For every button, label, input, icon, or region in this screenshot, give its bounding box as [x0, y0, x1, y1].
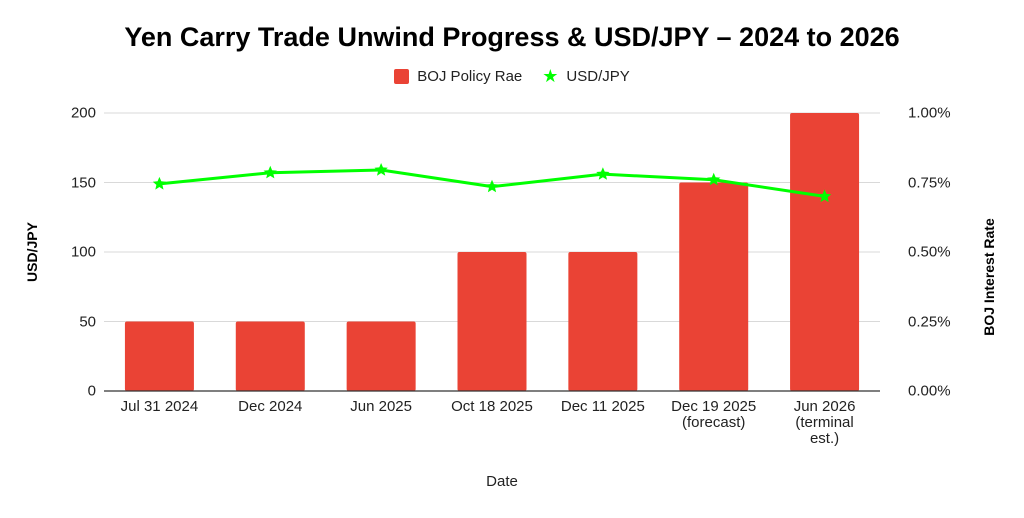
star-marker-icon — [152, 176, 167, 190]
chart-title: Yen Carry Trade Unwind Progress & USD/JP… — [124, 22, 900, 52]
right-tick-label: 0.00% — [908, 382, 951, 400]
left-tick-label: 50 — [79, 313, 96, 330]
bar — [235, 321, 305, 391]
left-axis-title: USD/JPY — [24, 222, 40, 282]
right-tick-label: 0.75% — [908, 174, 951, 191]
star-marker-icon — [263, 165, 277, 179]
right-tick-label: 0.50% — [908, 243, 951, 261]
bar — [457, 252, 527, 391]
right-tick-label: 1.00% — [908, 104, 951, 122]
x-tick-label: Oct 18 2025 — [451, 398, 533, 415]
right-axis-title: BOJ Interest Rate — [981, 218, 997, 336]
x-tick-label: Dec 19 2025 (forecast) — [671, 398, 757, 431]
x-axis-title: Date — [486, 473, 518, 490]
legend: BOJ Policy Rae ★ USD/JPY — [0, 66, 1024, 86]
bar — [346, 321, 416, 391]
x-tick-label: Jul 31 2024 — [120, 398, 199, 415]
left-tick-label: 100 — [70, 243, 96, 261]
bar — [790, 113, 860, 391]
star-marker-icon — [485, 179, 499, 193]
star-marker-icon — [374, 163, 388, 176]
legend-label-usdjpy: USD/JPY — [566, 68, 630, 85]
x-tick-label: Dec 11 2025 — [560, 398, 645, 415]
star-marker-icon — [707, 172, 721, 186]
x-tick-label: Jun 2025 — [350, 398, 412, 415]
x-tick-label: Dec 2024 — [238, 398, 303, 415]
star-marker-icon — [817, 189, 832, 203]
left-tick-label: 150 — [70, 174, 96, 191]
bar — [679, 182, 749, 391]
legend-item-boj[interactable]: BOJ Policy Rae — [394, 68, 522, 85]
bar — [568, 252, 638, 391]
star-marker-icon — [596, 167, 610, 180]
star-marker-icon: ★ — [542, 66, 559, 86]
left-tick-label: 0 — [87, 382, 96, 400]
legend-label-boj: BOJ Policy Rae — [417, 68, 523, 85]
legend-item-usdjpy[interactable]: ★ USD/JPY — [542, 66, 630, 86]
x-tick-label: Jun 2026 (terminal est.) — [793, 398, 856, 447]
bar-swatch-icon — [394, 69, 410, 84]
right-tick-label: 0.25% — [908, 313, 951, 330]
left-tick-label: 200 — [70, 104, 96, 122]
bar — [124, 321, 194, 391]
